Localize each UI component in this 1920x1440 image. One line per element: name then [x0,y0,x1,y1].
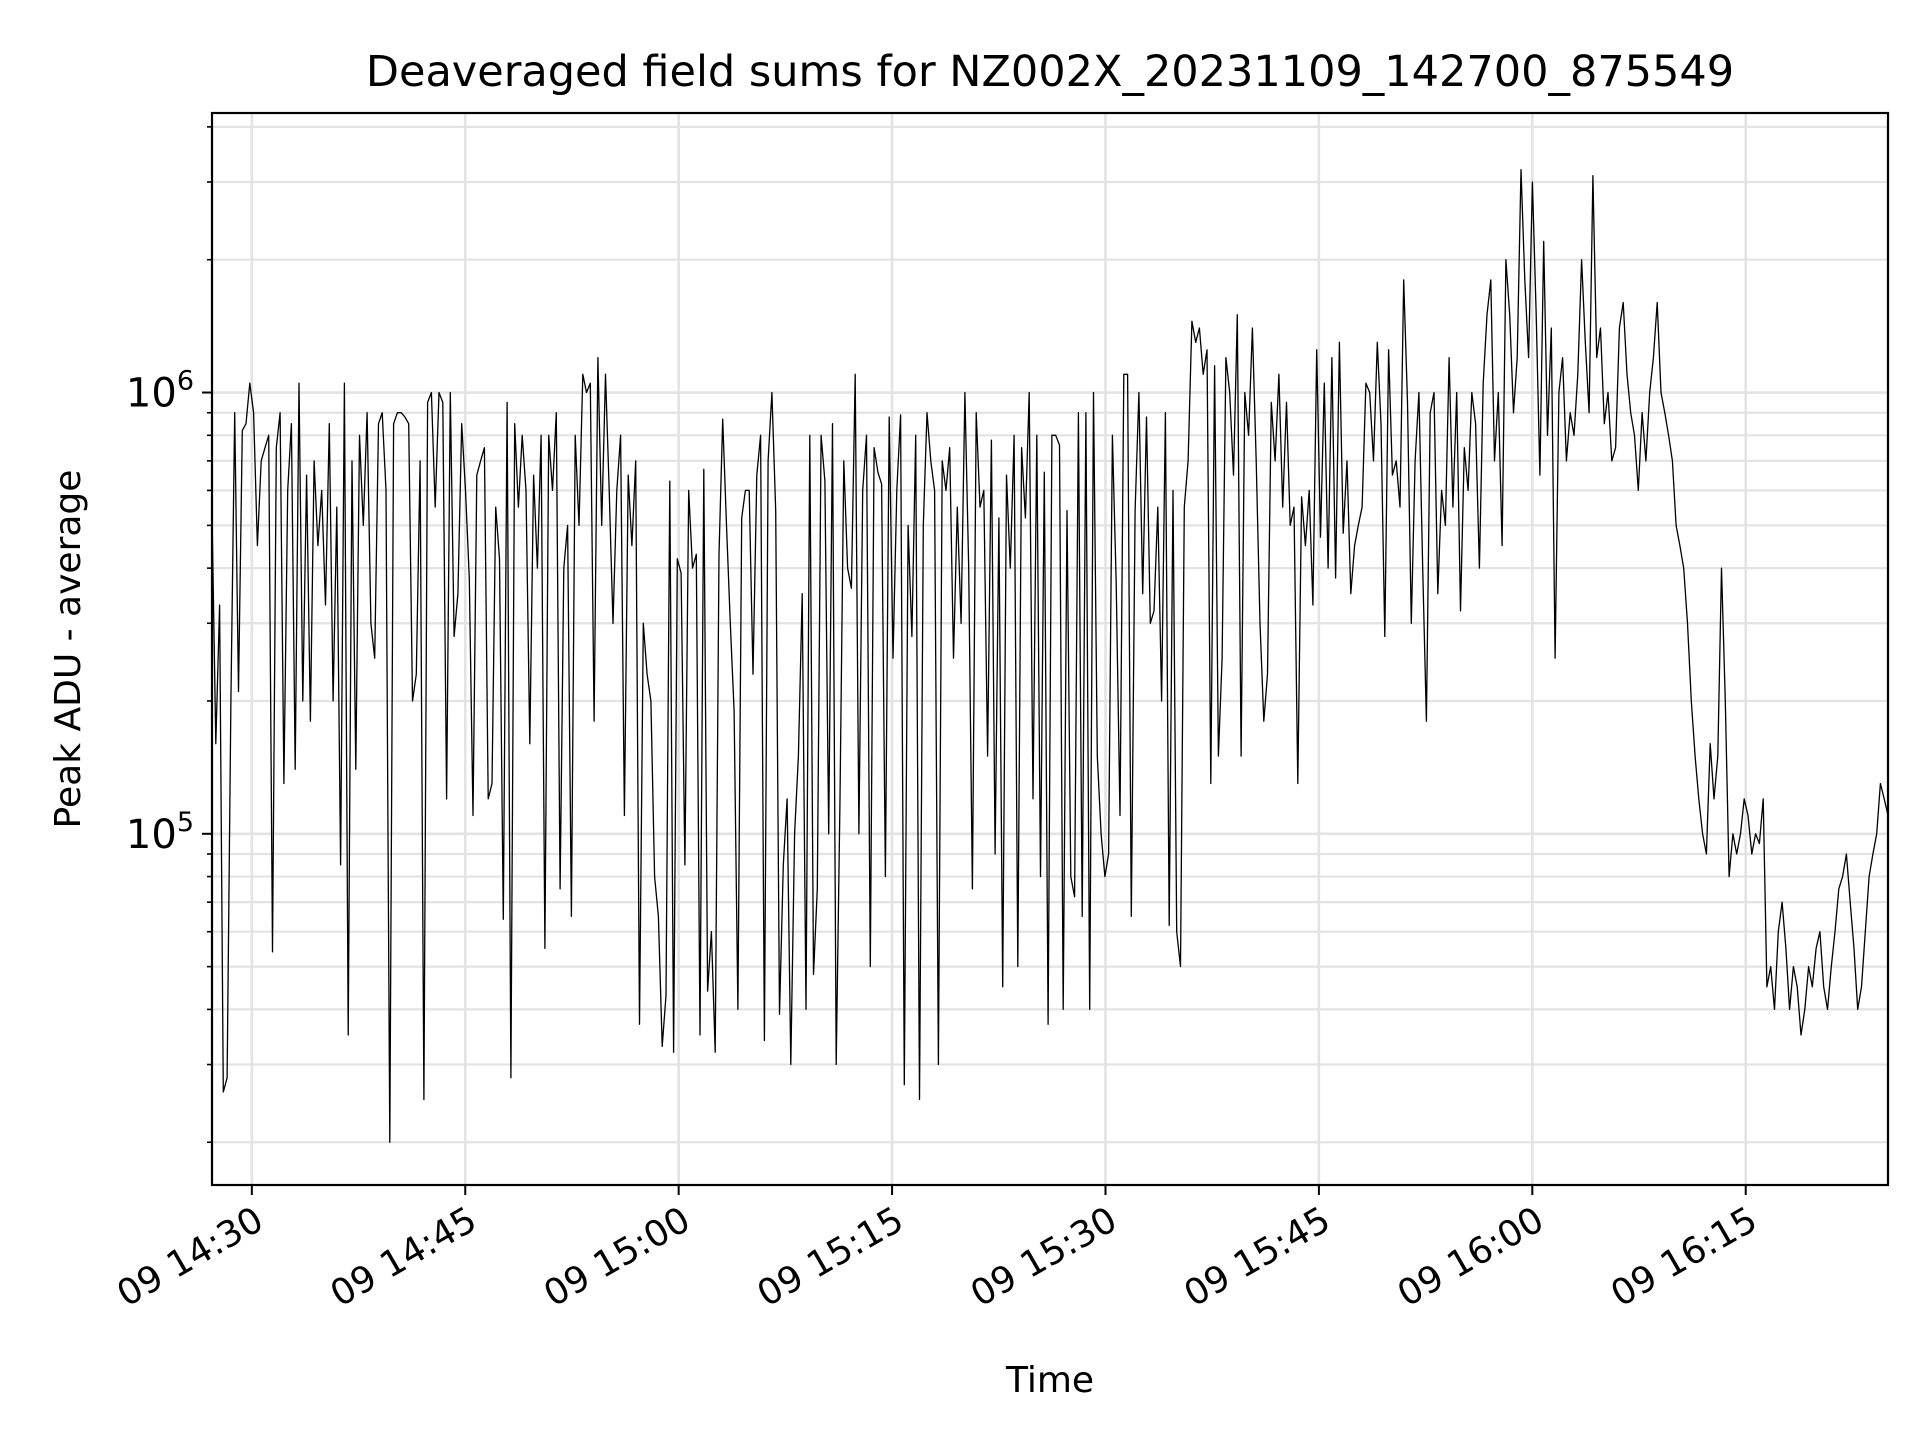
y-tick-base: 10 [126,371,177,417]
chart-title: Deaveraged field sums for NZ002X_2023110… [366,47,1734,97]
series-lines [211,168,1889,1143]
y-tick-exponent: 5 [177,807,194,838]
x-axis-label: Time [1005,1360,1094,1401]
y-tick-base: 10 [126,812,177,858]
y-tick-label: 105 [126,807,194,858]
y-tick-exponent: 6 [177,366,194,397]
y-tick-label: 106 [126,366,194,417]
series-line [211,168,1889,1143]
plot-area [210,111,1890,1187]
y-axis-label: Peak ADU - average [48,470,89,829]
grid [212,113,1888,1185]
